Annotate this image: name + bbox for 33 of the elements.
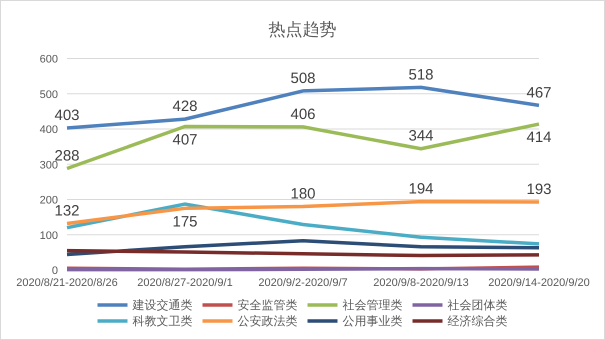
data-label: 406	[290, 106, 316, 123]
data-label: 194	[408, 180, 434, 198]
y-tick-label: 600	[40, 54, 58, 66]
y-tick-label: 0	[52, 265, 58, 277]
legend-label: 建设交通类	[132, 298, 192, 312]
y-tick-label: 500	[40, 88, 58, 101]
legend-label: 安全监管类	[238, 298, 298, 312]
legend-label: 经济综合类	[448, 314, 508, 328]
legend-label: 社会管理类	[342, 298, 402, 312]
legend-label: 公安政法类	[238, 314, 298, 328]
data-label: 193	[526, 180, 552, 198]
y-tick-label: 400	[40, 124, 58, 136]
data-label: 467	[526, 84, 552, 102]
data-label: 344	[408, 128, 434, 145]
data-label: 414	[526, 129, 552, 146]
data-label: 518	[408, 66, 434, 84]
data-label: 403	[54, 106, 80, 124]
legend-label: 社会团体类	[448, 298, 508, 312]
data-label: 407	[172, 132, 198, 149]
x-tick-label: 2020/8/27-2020/9/1	[137, 277, 233, 289]
x-tick-label: 2020/9/8-2020/9/13	[373, 277, 469, 289]
data-label: 180	[290, 186, 316, 203]
x-tick-label: 2020/9/2-2020/9/7	[258, 277, 348, 289]
data-label: 428	[172, 98, 198, 116]
legend-label: 科教文卫类	[132, 314, 192, 328]
legend-label: 公用事业类	[342, 314, 402, 328]
x-tick-label: 2020/9/14-2020/9/20	[488, 277, 590, 289]
data-label: 508	[290, 70, 316, 87]
x-tick-label: 2020/8/21-2020/8/26	[16, 277, 118, 289]
y-tick-label: 100	[40, 230, 58, 242]
title: 热点趋势	[268, 20, 336, 39]
data-label: 175	[172, 213, 198, 230]
y-tick-label: 300	[40, 159, 58, 172]
